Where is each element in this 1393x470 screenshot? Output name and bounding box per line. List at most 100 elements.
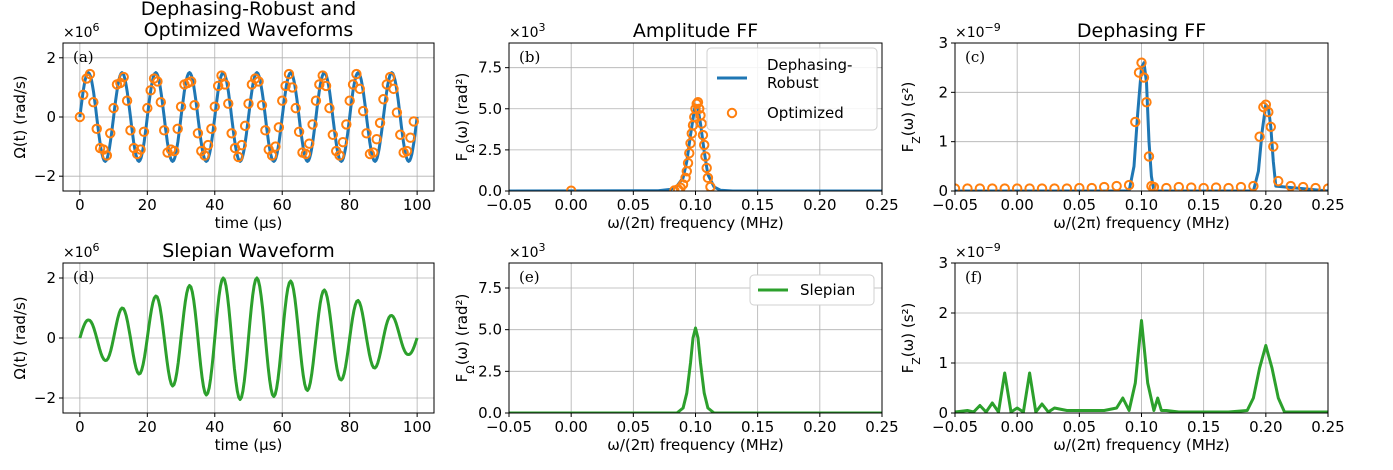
panel-label: (d) (73, 268, 94, 286)
marker-optimized (694, 103, 705, 114)
legend-box (706, 47, 878, 131)
panel-c: −0.05 0.00 0.05 0.10 0.15 0.20 0.25 0 1 2 3 ω/(2π) … (899, 20, 1345, 232)
x-tick-label: 0.20 (1249, 196, 1282, 214)
marker-optimized (324, 102, 335, 114)
x-axis-label: time (μs) (215, 214, 283, 232)
marker-optimized (384, 71, 396, 83)
x-tick-label: 40 (205, 196, 224, 214)
marker-optimized (1254, 131, 1265, 142)
marker-optimized (374, 117, 386, 129)
x-tick-label: 0.15 (741, 418, 774, 436)
x-axis-label: time (μs) (215, 436, 283, 454)
marker-optimized (1235, 181, 1247, 191)
series-line-slepian (955, 319, 1328, 413)
marker-optimized (185, 76, 197, 87)
marker-optimized (226, 128, 237, 139)
marker-optimized (327, 129, 339, 140)
x-tick-label: 0.05 (1063, 418, 1096, 436)
marker-optimized (1198, 182, 1209, 191)
marker-optimized (395, 129, 406, 140)
marker-optimized (1061, 183, 1073, 191)
marker-optimized (219, 79, 231, 90)
x-tick-label: 0.10 (679, 196, 712, 214)
x-tick-label: 0.10 (1125, 418, 1158, 436)
axis-multiplier: ×10−9 (955, 21, 1001, 42)
x-tick-label: 0.25 (1311, 418, 1344, 436)
plot-area (509, 326, 882, 413)
marker-optimized (145, 85, 156, 96)
marker-optimized (388, 83, 399, 95)
marker-optimized (1322, 183, 1328, 191)
x-tick-label: 0.20 (1249, 418, 1282, 436)
marker-optimized (108, 102, 119, 114)
y-axis-label: FZ(ω) (s²) (899, 82, 923, 153)
marker-optimized (239, 120, 251, 132)
axis-multiplier: ×10−9 (955, 241, 1001, 262)
chart-title: Slepian Waveform (162, 240, 335, 262)
marker-optimized (684, 147, 695, 159)
marker-optimized (391, 107, 403, 118)
y-axis-label: FΩ(ω) (rad²) (453, 73, 477, 162)
marker-optimized (1143, 151, 1155, 162)
panel-d: 0 20 40 60 80 100 −2 0 2 time (μs) Ω(t) (rad/s) ×10… (11, 240, 435, 454)
marker-optimized (202, 139, 214, 151)
y-axis-label-group: FZ(ω) (s²) (899, 303, 923, 374)
x-tick-label: 0.25 (1311, 196, 1344, 214)
y-tick-label: 3 (938, 254, 948, 272)
marker-optimized (287, 82, 298, 93)
marker-optimized (253, 76, 264, 87)
x-axis-label: ω/(2π) frequency (MHz) (1053, 436, 1229, 454)
x-tick-label: 0.25 (865, 418, 898, 436)
plot-area (509, 97, 882, 191)
legend-box (749, 274, 875, 306)
x-tick-label: 20 (138, 418, 157, 436)
marker-optimized (158, 125, 170, 136)
x-axis-label: ω/(2π) frequency (MHz) (607, 214, 783, 232)
y-tick-label: 2.5 (478, 141, 502, 159)
chart-title: Amplitude FF (633, 20, 758, 42)
marker-optimized (357, 105, 369, 117)
marker-optimized (692, 97, 704, 108)
marker-optimized (310, 95, 322, 106)
panel-label: (b) (519, 48, 540, 66)
marker-optimized (172, 123, 183, 135)
x-tick-label: 100 (403, 196, 432, 214)
marker-optimized (307, 119, 318, 130)
marker-optimized (118, 71, 129, 83)
y-tick-label: 5.0 (478, 100, 502, 118)
y-tick-label: 0 (938, 404, 948, 422)
marker-optimized (1123, 179, 1135, 191)
marker-optimized (1268, 141, 1279, 152)
y-tick-label: 3 (938, 34, 948, 52)
plot-area (955, 319, 1328, 413)
x-tick-label: −0.05 (486, 418, 532, 436)
x-tick-label: −0.05 (932, 196, 978, 214)
marker-optimized (1265, 121, 1277, 133)
marker-optimized (354, 83, 365, 95)
marker-optimized (1138, 72, 1150, 83)
chart-title: Optimized Waveforms (144, 19, 354, 41)
marker-optimized (233, 151, 244, 163)
marker-optimized (74, 111, 86, 123)
marker-optimized (1036, 183, 1048, 191)
marker-optimized (408, 116, 419, 127)
x-tick-label: 0.00 (1000, 196, 1033, 214)
y-tick-label: 1 (938, 354, 948, 372)
x-tick-label: 0.20 (803, 196, 836, 214)
y-tick-label: 5.0 (478, 321, 502, 339)
panel-a: 0 20 40 60 80 100 −2 0 2 time (μs) Ω(t) (rad/s) ×10… (11, 0, 435, 232)
series-line-dephasing-robust (955, 61, 1328, 191)
marker-optimized (334, 150, 345, 161)
marker-optimized (216, 70, 227, 81)
y-tick-label: −2 (34, 389, 56, 407)
panel-b: −0.05 0.00 0.05 0.10 0.15 0.20 0.25 0.0 2.5 5.0 7.… (453, 20, 899, 232)
y-axis-label-group: Ω(t) (rad/s) (11, 75, 29, 158)
marker-optimized (266, 150, 278, 161)
axis-multiplier: ×103 (509, 241, 546, 262)
marker-optimized (699, 139, 710, 151)
x-tick-label: 0 (75, 196, 85, 214)
marker-optimized (344, 95, 355, 106)
y-axis-label-group: FΩ(ω) (rad²) (453, 73, 477, 162)
marker-optimized (1223, 182, 1234, 191)
